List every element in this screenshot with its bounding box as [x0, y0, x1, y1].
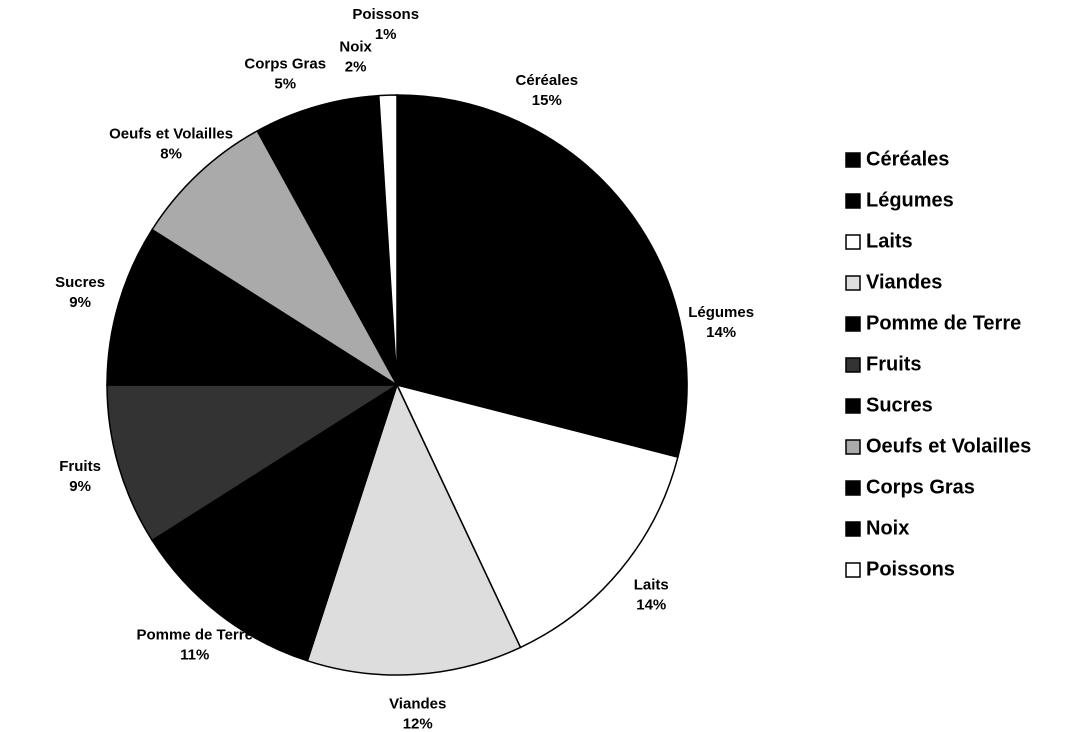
legend-swatch: [845, 152, 861, 168]
legend-label: Fruits: [866, 353, 922, 375]
legend-label: Légumes: [866, 189, 954, 211]
pie-slice: [151, 383, 399, 662]
legend-label: Poissons: [866, 558, 955, 580]
legend-label: Noix: [866, 517, 909, 539]
slice-value-label: 9%: [69, 294, 91, 311]
slice-label: Viandes: [389, 695, 446, 712]
legend-label: Laits: [866, 230, 913, 252]
legend-swatch: [845, 480, 861, 496]
pie-slice: [306, 382, 522, 676]
slice-value-label: 2%: [345, 59, 367, 76]
slice-label: Légumes: [688, 304, 754, 321]
pie-slice: [396, 94, 633, 387]
legend-swatch: [845, 439, 861, 455]
legend-label: Sucres: [866, 394, 933, 416]
pie-slice: [106, 228, 400, 386]
slice-value-label: 11%: [180, 647, 209, 664]
legend-swatch: [845, 521, 861, 537]
slice-value-label: 14%: [706, 324, 736, 341]
slice-label: Poissons: [352, 6, 419, 23]
legend-swatch: [845, 275, 861, 291]
legend-swatch: [845, 193, 861, 209]
pie-slice: [395, 383, 679, 649]
slice-value-label: 5%: [274, 75, 296, 92]
legend-swatch: [845, 316, 861, 332]
legend-label: Corps Gras: [866, 476, 975, 498]
slice-label: Pomme de Terre: [137, 627, 253, 644]
slice-label: Noix: [339, 39, 372, 56]
slice-label: Céréales: [516, 72, 579, 89]
slice-value-label: 9%: [69, 478, 91, 495]
slice-label: Corps Gras: [244, 55, 326, 72]
legend-label: Céréales: [866, 148, 949, 170]
slice-label: Laits: [634, 576, 669, 593]
legend-label: Pomme de Terre: [866, 312, 1021, 334]
legend-swatch: [845, 234, 861, 250]
slice-value-label: 12%: [403, 715, 433, 732]
legend: Céréales Légumes Laits Viandes Pomme de Terr…: [845, 148, 1031, 580]
legend-swatch: [845, 398, 861, 414]
pie-slice: [106, 384, 400, 542]
pie-slice: [377, 94, 398, 386]
slice-label: Fruits: [59, 458, 101, 475]
legend-swatch: [845, 357, 861, 373]
legend-swatch: [845, 562, 861, 578]
slice-value-label: 14%: [636, 596, 666, 613]
slice-value-label: 8%: [160, 145, 182, 162]
slice-label: Oeufs et Volailles: [109, 125, 233, 142]
slice-value-label: 1%: [375, 26, 397, 43]
pie-slice: [395, 213, 688, 459]
pie-slice: [151, 129, 398, 386]
legend-label: Oeufs et Volailles: [866, 435, 1031, 457]
slice-label: Sucres: [55, 274, 105, 291]
legend-label: Viandes: [866, 271, 942, 293]
slice-value-label: 15%: [532, 92, 562, 109]
